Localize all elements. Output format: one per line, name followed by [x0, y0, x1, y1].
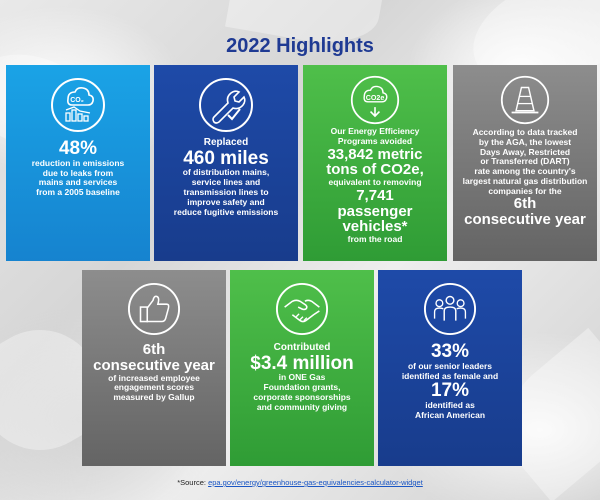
card-replaced-mains: Replaced 460 miles of distribution mains… [154, 65, 298, 261]
stat-text: equivalent to removing [328, 177, 422, 188]
traffic-cone-icon [500, 75, 550, 125]
stat-text: According to data tracked [472, 127, 578, 137]
stat-text: and community giving [256, 401, 348, 412]
handshake-icon [275, 282, 329, 336]
stat-text: Replaced [203, 137, 249, 148]
stat-value: 33,842 metric [327, 145, 423, 163]
stat-value: 460 miles [183, 147, 269, 169]
stat-text: of our senior leaders [407, 360, 493, 371]
stat-text: corporate sponsorships [253, 391, 351, 402]
source-prefix: *Source: [177, 478, 209, 487]
svg-text:CO2e: CO2e [366, 94, 385, 102]
stat-value: 6th [513, 195, 537, 213]
stat-text: service lines and [191, 177, 261, 188]
thumbs-up-icon [127, 282, 181, 336]
card-senior-leaders: 33% of our senior leaders identified as … [378, 270, 522, 466]
stat-value: consecutive year [464, 211, 586, 229]
stat-value: 17% [430, 380, 470, 402]
stat-text: or Transferred (DART) [480, 156, 570, 167]
stat-text: from the road [347, 234, 403, 245]
co2-emissions-chart-icon: CO₂ [51, 78, 105, 132]
stat-text: companies for the [488, 185, 562, 196]
stat-text: by the AGA, the lowest [478, 136, 572, 147]
people-group-icon [423, 282, 477, 336]
stat-text: African American [414, 410, 486, 421]
stat-text: of distribution mains, [182, 167, 270, 178]
card-employee-engagement: 6th consecutive year of increased employ… [82, 270, 226, 466]
stat-value: 7,741 [356, 186, 394, 204]
stat-text: Our Energy Efficiency [330, 126, 420, 136]
co2e-arrow-icon: CO2e [350, 75, 400, 125]
stat-text: mains and services [38, 177, 118, 188]
source-note: *Source: epa.gov/energy/greenhouse-gas-e… [0, 478, 600, 487]
wrench-check-icon [199, 78, 253, 132]
stat-text: reduce fugitive emissions [173, 206, 279, 217]
stat-text: Days Away, Restricted [479, 146, 571, 157]
stat-value: 6th [142, 341, 166, 358]
stat-text: identified as female and [401, 370, 499, 381]
stat-text: from a 2005 baseline [36, 187, 120, 198]
stat-text: Contributed [273, 342, 331, 353]
stat-text: Programs avoided [337, 135, 413, 146]
stat-text: largest natural gas distribution [462, 175, 588, 186]
stat-text: due to leaks from [42, 167, 114, 178]
stat-value: passenger vehicles* [337, 202, 413, 236]
card-contributions: Contributed $3.4 million in ONE Gas Foun… [230, 270, 374, 466]
stat-text: improve safety and [187, 196, 265, 207]
stat-value: tons of CO2e, [326, 161, 424, 179]
card-emissions-reduction: CO₂ 48% reduction in emissions due to le… [6, 65, 150, 261]
svg-text:CO₂: CO₂ [70, 97, 84, 104]
stat-text: engagement scores [114, 382, 194, 393]
stat-value: 33% [430, 341, 470, 362]
stat-text: in ONE Gas [278, 372, 326, 383]
stat-text: reduction in emissions [31, 157, 125, 168]
stat-text: rate among the country's [474, 166, 576, 177]
card-dart-rate: According to data tracked by the AGA, th… [453, 65, 597, 261]
stat-value: $3.4 million [250, 352, 354, 374]
source-link[interactable]: epa.gov/energy/greenhouse-gas-equivalenc… [208, 478, 423, 487]
stat-text: of increased employee [108, 372, 200, 383]
card-energy-efficiency: CO2e Our Energy Efficiency Programs avoi… [303, 65, 447, 261]
stat-value: consecutive year [93, 356, 215, 374]
stat-text: transmission lines to [183, 186, 269, 197]
stat-value: 48% [58, 138, 98, 159]
page-title: 2022 Highlights [226, 35, 374, 57]
stat-text: identified as [425, 400, 475, 411]
stat-text: measured by Gallup [113, 392, 195, 403]
stat-text: Foundation grants, [263, 382, 341, 393]
